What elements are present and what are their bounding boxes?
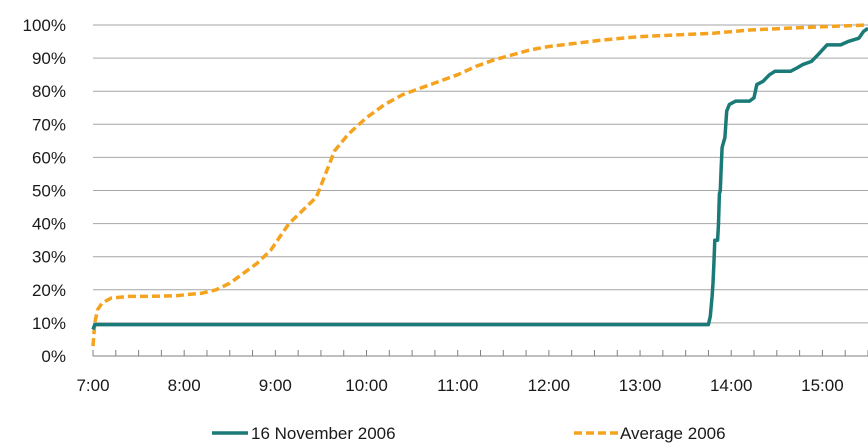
x-tick-label: 12:00 [528,376,571,395]
y-tick-label: 90% [32,49,66,68]
grid-lines [93,24,868,324]
legend-label: Average 2006 [620,424,726,443]
y-tick-label: 0% [41,347,66,366]
x-tick-label: 7:00 [76,376,109,395]
y-tick-label: 10% [32,314,66,333]
y-axis-tick-labels: 0% 10% 20% 30% 40% 50% 60% 70% 80% 90% 100% [23,16,66,366]
y-tick-label: 60% [32,148,66,167]
legend: 16 November 2006 Average 2006 [212,424,726,443]
x-tick-label: 8:00 [168,376,201,395]
series-line [91,23,868,347]
y-tick-label: 30% [32,248,66,267]
y-tick-label: 70% [32,115,66,134]
y-tick-label: 100% [23,16,66,35]
series-lines [91,23,868,347]
x-axis: 7:00 8:00 9:00 10:00 11:00 12:00 13:00 14:00 15:… [76,350,868,395]
series-line [91,26,868,331]
x-tick-label: 15:00 [801,376,844,395]
x-tick-label: 10:00 [345,376,388,395]
y-tick-label: 40% [32,215,66,234]
y-tick-label: 50% [32,182,66,201]
legend-label: 16 November 2006 [251,424,396,443]
y-tick-label: 80% [32,82,66,101]
x-tick-label: 14:00 [710,376,753,395]
x-tick-label: 13:00 [619,376,662,395]
x-tick-label: 9:00 [259,376,292,395]
y-tick-label: 20% [32,281,66,300]
x-tick-label: 11:00 [437,376,478,395]
